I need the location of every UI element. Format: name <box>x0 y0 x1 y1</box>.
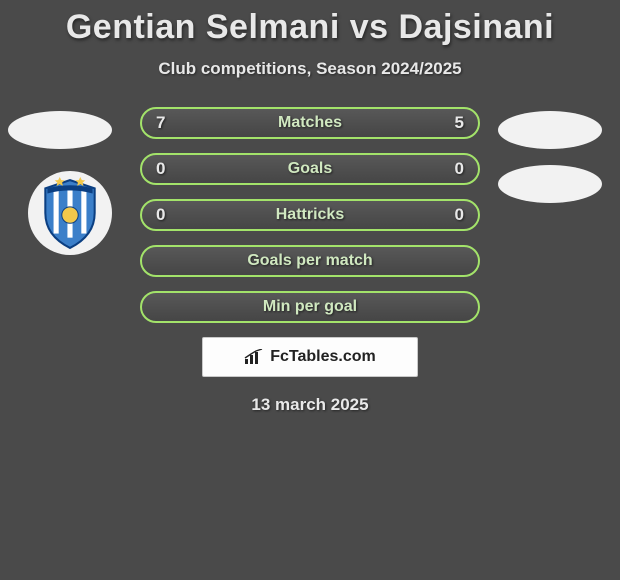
stat-label: Hattricks <box>276 206 344 224</box>
stat-value-left: 0 <box>156 205 165 225</box>
stat-bars: 7 Matches 5 0 Goals 0 0 Hattricks 0 Goal… <box>140 107 480 323</box>
club-shield-icon <box>39 176 101 250</box>
chart-icon <box>244 349 264 365</box>
page-title: Gentian Selmani vs Dajsinani <box>0 0 620 47</box>
stat-value-left: 0 <box>156 159 165 179</box>
stat-value-right: 0 <box>455 205 464 225</box>
player-left-ellipse <box>8 111 112 149</box>
stat-bar-min-per-goal: Min per goal <box>140 291 480 323</box>
player-right-ellipse-2 <box>498 165 602 203</box>
stat-value-left: 7 <box>156 113 165 133</box>
stat-bar-hattricks: 0 Hattricks 0 <box>140 199 480 231</box>
brand-card: FcTables.com <box>202 337 418 377</box>
stat-bar-goals-per-match: Goals per match <box>140 245 480 277</box>
stat-value-right: 5 <box>455 113 464 133</box>
brand-label: FcTables.com <box>270 348 376 366</box>
stat-label: Goals <box>288 160 332 178</box>
stat-label: Goals per match <box>247 252 372 270</box>
date-label: 13 march 2025 <box>0 395 620 415</box>
club-badge <box>28 171 112 255</box>
stat-bar-goals: 0 Goals 0 <box>140 153 480 185</box>
player-right-ellipse <box>498 111 602 149</box>
stat-label: Min per goal <box>263 298 357 316</box>
stat-label: Matches <box>278 114 342 132</box>
page-subtitle: Club competitions, Season 2024/2025 <box>0 59 620 79</box>
stat-bar-matches: 7 Matches 5 <box>140 107 480 139</box>
comparison-area: 7 Matches 5 0 Goals 0 0 Hattricks 0 Goal… <box>0 107 620 415</box>
stat-value-right: 0 <box>455 159 464 179</box>
